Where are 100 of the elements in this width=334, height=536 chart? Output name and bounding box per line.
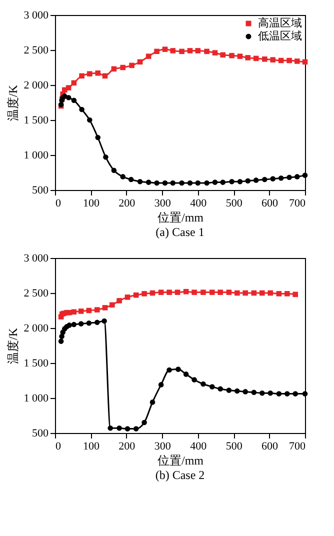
point bbox=[95, 70, 101, 76]
point bbox=[242, 290, 248, 296]
x-tick-label: 500 bbox=[226, 198, 243, 210]
point bbox=[66, 85, 72, 90]
point bbox=[226, 290, 232, 295]
point bbox=[66, 322, 72, 328]
y-tick-label: 1 000 bbox=[24, 150, 49, 162]
point bbox=[270, 57, 276, 62]
point bbox=[154, 180, 160, 186]
point bbox=[116, 298, 122, 304]
point bbox=[302, 391, 308, 396]
legend-label: 低温区域 bbox=[258, 30, 302, 42]
point bbox=[170, 48, 176, 54]
point bbox=[226, 388, 232, 393]
point bbox=[86, 71, 92, 76]
text: (a) Case 1 bbox=[156, 225, 204, 239]
point bbox=[270, 176, 276, 182]
point bbox=[170, 180, 176, 186]
x-tick-label: 700 bbox=[289, 198, 306, 210]
point bbox=[179, 180, 184, 186]
y-tick-label: 1 500 bbox=[24, 358, 49, 370]
point bbox=[195, 180, 201, 186]
point bbox=[94, 307, 100, 312]
point bbox=[302, 172, 308, 178]
point bbox=[124, 426, 130, 432]
point bbox=[187, 48, 193, 54]
point bbox=[137, 178, 143, 184]
point bbox=[218, 386, 224, 392]
point bbox=[292, 391, 298, 396]
x-tick-label: 600 bbox=[262, 198, 279, 210]
point bbox=[166, 367, 172, 373]
point bbox=[166, 290, 172, 295]
point bbox=[195, 48, 201, 54]
point bbox=[245, 178, 251, 184]
point bbox=[142, 291, 147, 296]
point bbox=[200, 381, 206, 387]
point bbox=[259, 290, 265, 296]
point bbox=[79, 73, 84, 79]
point bbox=[109, 302, 115, 308]
point bbox=[204, 48, 210, 54]
x-tick-label: 700 bbox=[289, 440, 306, 452]
point bbox=[146, 54, 152, 59]
y-tick-label: 2 000 bbox=[24, 322, 49, 334]
x-tick-label: 0 bbox=[56, 198, 62, 210]
point bbox=[78, 321, 84, 326]
point bbox=[286, 58, 292, 64]
x-tick-label: 300 bbox=[154, 198, 172, 210]
point bbox=[120, 174, 126, 180]
point bbox=[284, 291, 290, 296]
x-tick-label: 200 bbox=[118, 198, 136, 210]
x-tick-label: 400 bbox=[190, 440, 208, 452]
point bbox=[183, 372, 189, 377]
point bbox=[284, 391, 290, 396]
point bbox=[259, 390, 265, 396]
point bbox=[150, 400, 156, 405]
point bbox=[187, 180, 193, 186]
y-axis-title: 温度/K bbox=[6, 84, 20, 121]
y-tick-label: 500 bbox=[32, 428, 49, 440]
point bbox=[237, 54, 243, 59]
point bbox=[262, 56, 268, 62]
point bbox=[103, 154, 108, 160]
point bbox=[179, 48, 184, 54]
point bbox=[253, 178, 259, 183]
point bbox=[146, 180, 152, 185]
y-tick-label: 3 000 bbox=[24, 252, 49, 264]
point bbox=[234, 290, 240, 296]
y-tick-label: 1 500 bbox=[24, 114, 49, 126]
point bbox=[278, 175, 284, 181]
point bbox=[286, 174, 292, 180]
point bbox=[116, 425, 122, 431]
point bbox=[58, 338, 64, 344]
x-tick-label: 0 bbox=[56, 440, 62, 452]
point bbox=[251, 390, 257, 396]
point bbox=[262, 176, 268, 182]
y-tick-label: 3 000 bbox=[24, 10, 49, 22]
point bbox=[124, 294, 130, 300]
point bbox=[158, 382, 164, 388]
point bbox=[192, 290, 197, 295]
x-tick-label: 600 bbox=[262, 440, 279, 452]
point bbox=[229, 178, 234, 184]
point bbox=[218, 290, 224, 295]
point bbox=[120, 64, 126, 70]
x-tick-label: 100 bbox=[82, 440, 100, 452]
y-tick-label: 2 500 bbox=[24, 288, 49, 300]
point bbox=[108, 425, 114, 431]
point bbox=[66, 94, 72, 100]
point bbox=[102, 318, 107, 324]
point bbox=[176, 366, 181, 372]
point bbox=[192, 377, 197, 382]
point bbox=[212, 180, 218, 185]
y-tick-label: 500 bbox=[32, 184, 49, 196]
point bbox=[128, 176, 134, 182]
point bbox=[220, 52, 226, 58]
point bbox=[79, 106, 84, 112]
point bbox=[129, 62, 134, 68]
point bbox=[242, 389, 248, 394]
point bbox=[268, 390, 274, 396]
point bbox=[86, 117, 92, 123]
point bbox=[86, 320, 92, 326]
point bbox=[78, 308, 84, 314]
